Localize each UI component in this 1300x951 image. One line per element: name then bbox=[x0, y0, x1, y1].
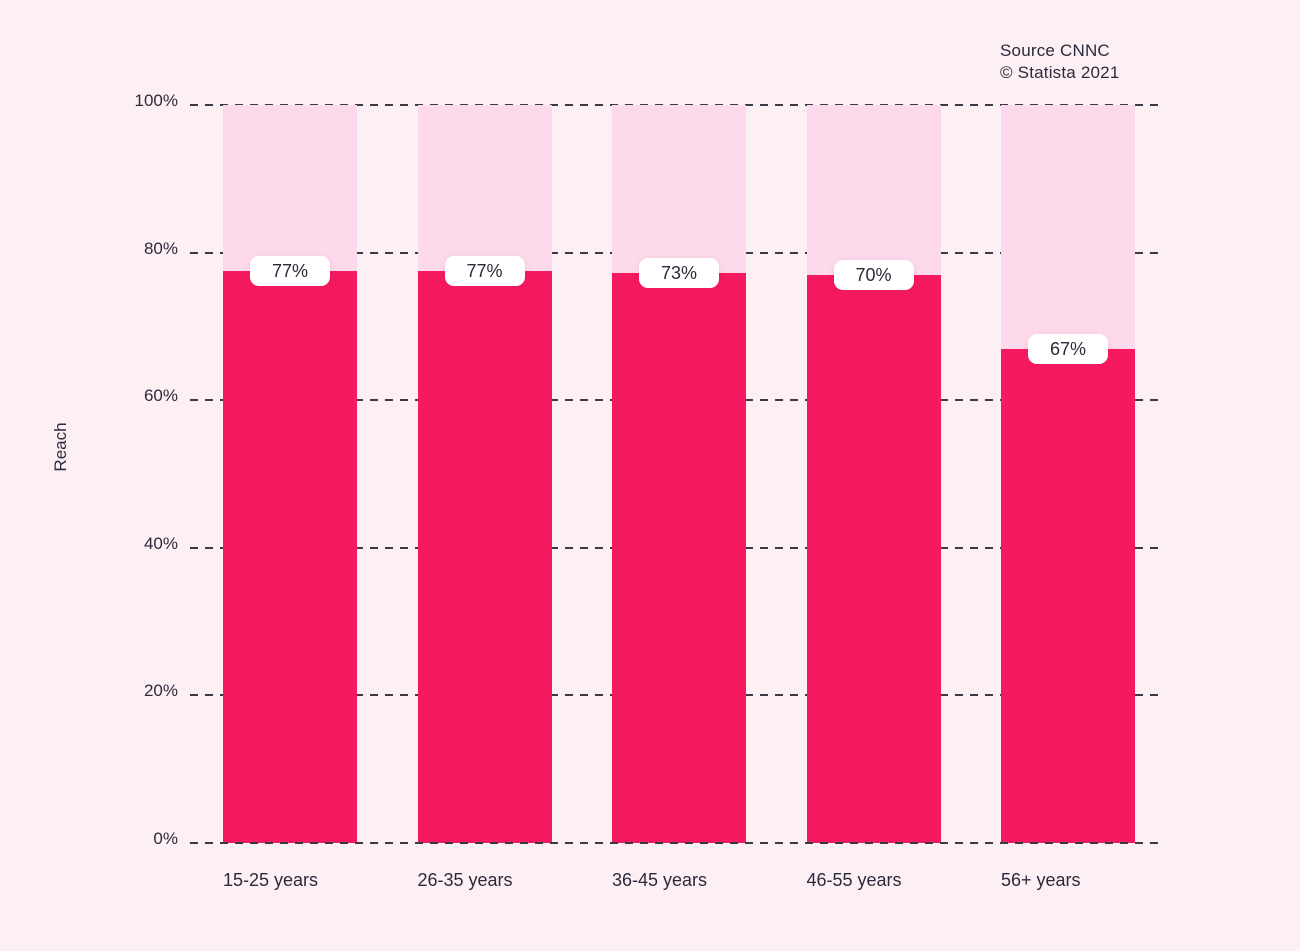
x-tick-label: 56+ years bbox=[1001, 870, 1081, 890]
x-tick-label: 15-25 years bbox=[223, 870, 319, 890]
bar bbox=[1001, 348, 1135, 843]
value-badge: 77% bbox=[250, 256, 330, 287]
copyright-line: © Statista 2021 bbox=[1000, 63, 1120, 82]
x-tick-label: 26-35 years bbox=[417, 870, 513, 890]
source-attribution: Source CNNC © Statista 2021 bbox=[1000, 40, 1120, 84]
source-line: Source CNNC bbox=[1000, 41, 1110, 60]
bar-track bbox=[223, 105, 357, 843]
value-badge: 73% bbox=[639, 258, 719, 289]
y-tick-label: 80% bbox=[143, 238, 178, 258]
plot-area: 77% 77% 73% 70% 67% bbox=[190, 104, 1163, 844]
bar bbox=[612, 273, 746, 843]
x-tick-label: 46-55 years bbox=[806, 870, 902, 890]
bar-track bbox=[612, 105, 746, 843]
bar bbox=[417, 271, 552, 843]
x-tick-label: 36-45 years bbox=[612, 870, 708, 890]
y-tick-label: 0% bbox=[153, 829, 178, 848]
y-tick-label: 100% bbox=[134, 91, 178, 110]
value-badge: 67% bbox=[1028, 333, 1108, 364]
y-tick-label: 60% bbox=[143, 386, 178, 406]
value-badge: 70% bbox=[833, 260, 914, 291]
bar-track bbox=[1001, 105, 1135, 843]
bar-track bbox=[417, 105, 552, 843]
bar bbox=[223, 271, 357, 843]
bar bbox=[806, 275, 941, 843]
gridline-0 bbox=[190, 842, 1163, 844]
bar-track bbox=[806, 105, 941, 843]
value-badge: 77% bbox=[444, 256, 525, 287]
y-tick-label: 20% bbox=[143, 681, 178, 701]
y-tick-label: 40% bbox=[143, 533, 178, 553]
y-axis-title: Reach bbox=[51, 422, 70, 472]
